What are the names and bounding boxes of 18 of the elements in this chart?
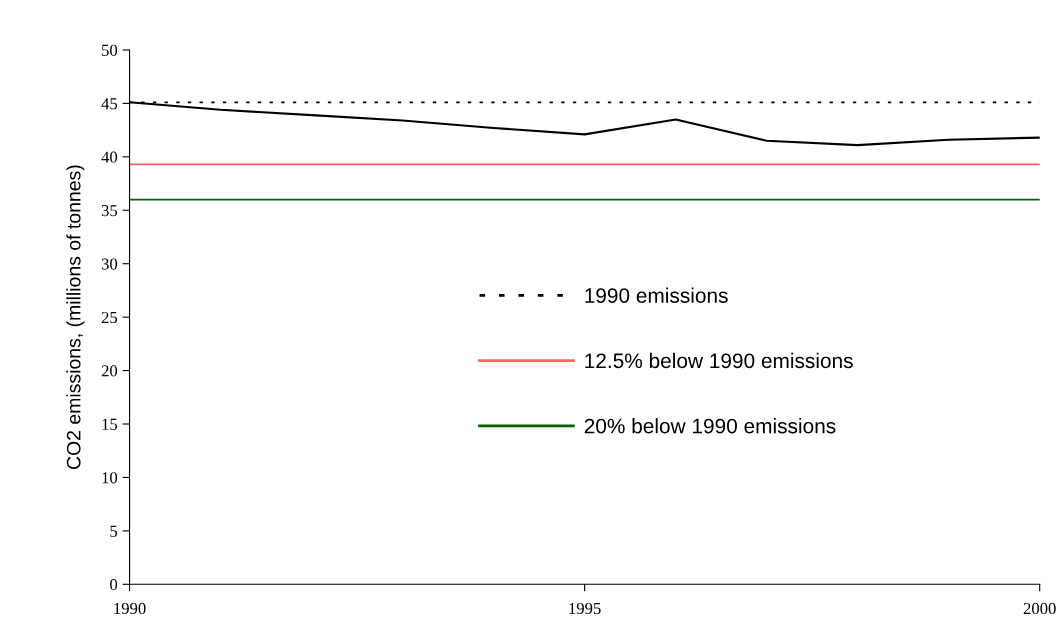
x-tick-label: 1990 [114,602,146,615]
y-tick-label: 25 [101,311,118,324]
x-tick-label: 1995 [569,602,601,615]
x-tick-label: 2000 [1023,602,1056,615]
y-tick-label: 0 [110,579,118,591]
legend-label: 12.5% below 1990 emissions [585,352,853,369]
y-tick-label: 50 [102,44,118,56]
y-tick-label: 15 [102,418,118,430]
y-tick-label: 40 [101,151,118,163]
y-tick-label: 5 [110,525,118,537]
legend-label: 20% below 1990 emissions [584,418,836,434]
legend-label: 1990 emissions [585,287,728,303]
y-tick-label: 10 [102,472,118,484]
y-tick-label: 30 [101,258,118,270]
y-axis-title: CO2 emissions, (millions of tonnes) [66,165,85,470]
y-tick-label: 45 [101,98,118,110]
y-tick-label: 35 [101,205,118,217]
y-tick-label: 20 [101,365,118,377]
